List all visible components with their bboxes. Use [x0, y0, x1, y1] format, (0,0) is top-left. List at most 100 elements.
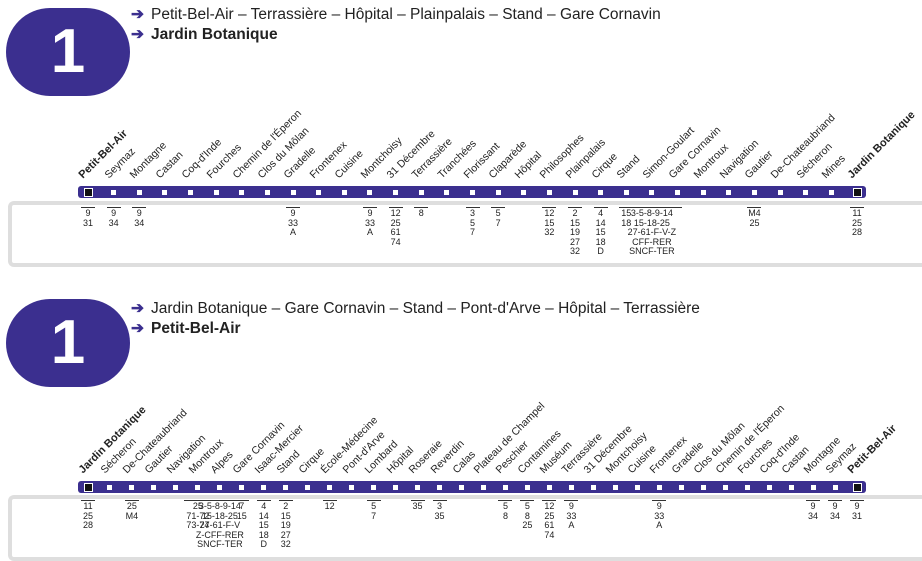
terminus-marker — [83, 482, 93, 492]
arrow-right-icon: ➔ — [131, 320, 144, 337]
stop-connections-list: 9 34 — [783, 500, 843, 521]
connection-line: 9 — [854, 501, 860, 511]
connection-tick — [432, 500, 447, 501]
stop-marker — [261, 484, 267, 490]
connection-line: 9 — [136, 208, 142, 218]
connection-line: 25 — [192, 501, 203, 511]
connection-tick — [106, 207, 121, 208]
connection-line: 9 — [810, 501, 816, 511]
connection-line: 28 — [851, 227, 862, 238]
stop-marker — [495, 189, 501, 195]
connection-line: SNCF-TER — [197, 539, 243, 550]
connection-tick — [322, 500, 337, 501]
connection-line: 9 — [656, 501, 662, 511]
connection-line: 3 — [437, 501, 443, 511]
connection-line: A — [290, 227, 297, 238]
connection-line: 3-5-8-9-14 — [630, 208, 673, 218]
stop-marker — [572, 189, 578, 195]
connection-tick — [850, 500, 864, 501]
connection-line: 15 — [595, 227, 606, 238]
connection-line: 33 — [566, 510, 577, 521]
stop-marker — [239, 484, 245, 490]
stop-connections-list: 2 15 19 27 32 — [545, 207, 605, 257]
connection-line: 25 — [390, 217, 401, 228]
arrow-right-icon: ➔ — [131, 300, 144, 317]
stop-marker — [634, 484, 640, 490]
connection-line: 15 — [280, 510, 291, 521]
stop-marker — [195, 484, 201, 490]
connection-tick — [542, 500, 557, 501]
connection-tick — [542, 207, 557, 208]
route-destination-text: Jardin Botanique — [151, 26, 278, 43]
connection-tick — [564, 500, 579, 501]
stop-marker — [590, 484, 596, 490]
stop-connections-list: 9 34 — [84, 207, 144, 228]
stop-connections-list: 4 14 15 18 D — [571, 207, 631, 257]
connection-line: 12 — [324, 501, 335, 511]
connection-tick — [81, 500, 95, 501]
connection-line: 15 — [544, 217, 555, 228]
connection-line: M4 — [748, 208, 761, 218]
connection-line: 31 — [82, 217, 93, 228]
connection-line: 74 — [544, 529, 555, 540]
line-number: 1 — [50, 17, 86, 86]
stop-connections-list: 3-5-8-9-14 15-18-25 27-61-F-V-Z CFF-RER SNCF… — [621, 207, 682, 257]
stop-marker — [623, 189, 629, 195]
stop-marker — [546, 189, 552, 195]
connection-line: 15 — [258, 520, 269, 531]
stop-marker — [751, 189, 757, 195]
stop-connections-list: 4 14 15 18 D — [234, 500, 294, 550]
route-destination: ➔ Jardin Botanique — [131, 25, 278, 45]
connection-line: 15 — [570, 217, 581, 228]
arrow-right-icon: ➔ — [131, 26, 144, 43]
stop-marker — [327, 484, 333, 490]
line-bar — [78, 186, 866, 198]
connection-line: 2 — [572, 208, 578, 218]
connection-line: M4 — [125, 510, 139, 521]
connection-tick — [520, 500, 535, 501]
connection-tick — [568, 207, 583, 208]
stop-marker — [502, 484, 508, 490]
connection-line: 15 — [621, 208, 632, 218]
route-section-1: 1 ➔ Petit-Bel-Air – Terrassière – Hôpital… — [0, 0, 922, 279]
connection-tick — [465, 207, 480, 208]
stop-connections-list: 11 25 28 — [58, 500, 118, 531]
connection-tick — [410, 500, 425, 501]
connection-line: 33 — [654, 510, 665, 521]
stop-marker — [524, 484, 530, 490]
stop-connections-list: 12 15 32 — [519, 207, 579, 238]
stop-marker — [316, 189, 322, 195]
connection-tick — [132, 207, 147, 208]
connection-tick — [414, 207, 429, 208]
connection-tick — [234, 500, 249, 501]
connection-tick — [388, 207, 403, 208]
connection-tick — [652, 500, 667, 501]
connection-line: 19 — [280, 520, 291, 531]
connection-tick — [286, 207, 301, 208]
connection-line: 9 — [832, 501, 838, 511]
connection-line: 19 — [570, 227, 581, 238]
connection-line: 12 — [390, 208, 401, 218]
stop-connections-list: 9 34 — [109, 207, 169, 228]
stop-connections-list: 12 25 61 74 — [519, 500, 579, 540]
connection-line: SNCF-TER — [629, 246, 675, 257]
connection-line: A — [366, 227, 373, 238]
stop-connections-list: 3-5-8-9-14 15-18-25 27-61-F-V Z-CFF-RER SNCF… — [190, 500, 250, 550]
connection-line: 8 — [502, 510, 508, 521]
connection-line: D — [597, 246, 604, 257]
connection-tick — [362, 207, 377, 208]
stop-connections-list: 35 — [388, 500, 448, 512]
connection-line: 27 — [570, 236, 581, 247]
connection-line: 61 — [544, 520, 555, 531]
connection-line: 28 — [82, 520, 93, 531]
route-via-text: Jardin Botanique – Gare Cornavin – Stand… — [151, 300, 700, 317]
connection-line: 33 — [288, 217, 299, 228]
connection-line: 34 — [134, 217, 145, 228]
connection-line: 27 — [280, 529, 291, 540]
connection-line: 7 — [495, 217, 501, 228]
stop-connections-list: M4 25 — [724, 207, 784, 228]
connection-tick — [747, 207, 762, 208]
connection-line: 34 — [808, 510, 819, 521]
connection-line: 12 — [544, 208, 555, 218]
